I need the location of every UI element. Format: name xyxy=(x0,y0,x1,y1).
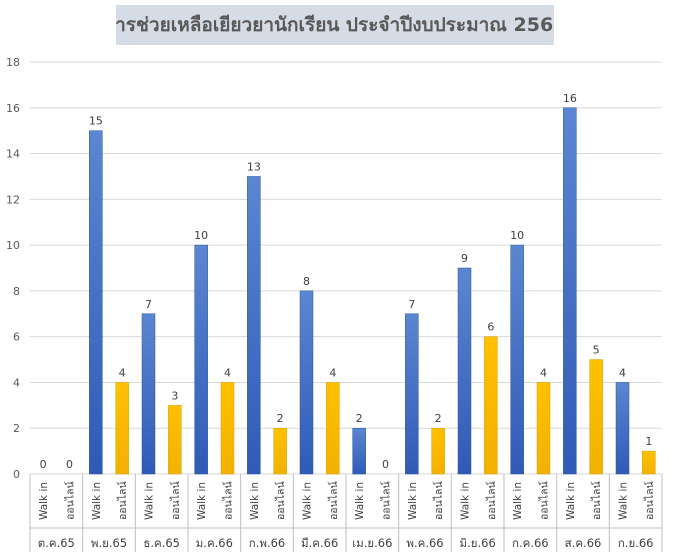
bar xyxy=(89,130,103,475)
bar xyxy=(168,405,182,475)
x-group-label: พ.ค.66 xyxy=(406,536,443,550)
data-label: 4 xyxy=(540,366,547,379)
x-sub-label: ออนไลน์ xyxy=(380,481,393,520)
x-group-label: ส.ค.66 xyxy=(565,536,602,550)
data-label: 7 xyxy=(408,298,415,311)
data-label: 4 xyxy=(119,366,126,379)
data-label: 2 xyxy=(277,412,284,425)
bar xyxy=(563,107,577,475)
y-tick-label: 10 xyxy=(6,239,20,252)
y-tick-label: 14 xyxy=(6,148,20,161)
y-tick-label: 8 xyxy=(13,285,20,298)
x-sub-label: Walk in xyxy=(565,482,577,520)
data-label: 1 xyxy=(645,435,652,448)
x-sub-label: ออนไลน์ xyxy=(538,481,551,520)
x-sub-label: Walk in xyxy=(512,482,524,520)
x-sub-label: Walk in xyxy=(144,482,156,520)
x-sub-label: Walk in xyxy=(407,482,419,520)
x-group-label: พ.ย.65 xyxy=(91,536,127,550)
x-sub-label: Walk in xyxy=(196,482,208,520)
data-label: 2 xyxy=(356,412,363,425)
y-tick-label: 6 xyxy=(13,331,20,344)
y-tick-label: 12 xyxy=(6,193,20,206)
bar xyxy=(247,176,261,475)
x-group-label: ต.ค.65 xyxy=(38,536,75,550)
bar xyxy=(589,359,603,475)
y-tick-label: 18 xyxy=(6,56,20,69)
x-group-label: มิ.ย.66 xyxy=(460,536,496,550)
x-sub-label: ออนไลน์ xyxy=(432,481,445,520)
y-tick-label: 2 xyxy=(13,422,20,435)
bar xyxy=(642,450,656,475)
x-sub-label: Walk in xyxy=(302,482,314,520)
bar xyxy=(431,427,445,475)
bar xyxy=(536,382,551,475)
x-group-label: ม.ค.66 xyxy=(196,536,233,550)
data-label: 8 xyxy=(303,275,310,288)
bar xyxy=(352,427,366,475)
bar xyxy=(115,382,129,475)
data-label: 9 xyxy=(461,252,468,265)
data-label: 4 xyxy=(224,366,231,379)
x-sub-label: Walk in xyxy=(460,482,472,520)
bar xyxy=(457,267,472,475)
bar xyxy=(326,382,340,475)
data-label: 4 xyxy=(329,366,336,379)
x-group-label: มี.ค.66 xyxy=(301,536,338,550)
chart-title: การช่วยเหลือเยียวยานักเรียน ประจำปีงบประ… xyxy=(116,5,554,45)
bar xyxy=(273,427,287,475)
x-sub-label: ออนไลน์ xyxy=(274,481,287,520)
data-label: 2 xyxy=(435,412,442,425)
data-label: 7 xyxy=(145,298,152,311)
x-sub-label: ออนไลน์ xyxy=(222,481,235,520)
x-group-label: ก.ค.66 xyxy=(512,536,549,550)
data-label: 6 xyxy=(487,321,494,334)
x-sub-label: ออนไลน์ xyxy=(169,481,182,520)
data-label: 0 xyxy=(66,458,73,471)
x-sub-label: ออนไลน์ xyxy=(590,481,603,520)
x-sub-label: ออนไลน์ xyxy=(116,481,129,520)
x-group-label: ธ.ค.65 xyxy=(143,536,180,550)
data-label: 5 xyxy=(593,344,600,357)
x-sub-label: ออนไลน์ xyxy=(485,481,498,520)
x-sub-label: Walk in xyxy=(91,482,103,520)
data-label: 15 xyxy=(89,115,103,128)
bar xyxy=(405,313,419,475)
bar xyxy=(220,382,235,475)
x-sub-label: ออนไลน์ xyxy=(327,481,340,520)
bar xyxy=(141,313,156,475)
data-label: 13 xyxy=(247,160,261,173)
x-group-label: ก.ย.66 xyxy=(618,536,654,550)
y-tick-label: 0 xyxy=(13,468,20,481)
x-sub-label: Walk in xyxy=(354,482,366,520)
data-label: 0 xyxy=(40,458,47,471)
bar xyxy=(615,382,630,475)
data-label: 10 xyxy=(510,229,524,242)
y-tick-label: 16 xyxy=(6,102,20,115)
data-label: 16 xyxy=(563,92,577,105)
data-label: 3 xyxy=(171,389,178,402)
x-sub-label: ออนไลน์ xyxy=(643,481,656,520)
bar xyxy=(484,336,498,475)
data-label: 10 xyxy=(194,229,208,242)
bar xyxy=(299,290,314,475)
data-label: 4 xyxy=(619,366,626,379)
x-sub-label: ออนไลน์ xyxy=(64,481,77,520)
bar xyxy=(194,244,208,475)
x-group-label: ก.พ.66 xyxy=(249,536,286,550)
data-label: 0 xyxy=(382,458,389,471)
x-group-label: เม.ย.66 xyxy=(352,536,392,550)
x-sub-label: Walk in xyxy=(38,482,50,520)
y-tick-label: 4 xyxy=(13,376,20,389)
x-sub-label: Walk in xyxy=(618,482,630,520)
bar xyxy=(510,244,524,475)
x-sub-label: Walk in xyxy=(249,482,261,520)
